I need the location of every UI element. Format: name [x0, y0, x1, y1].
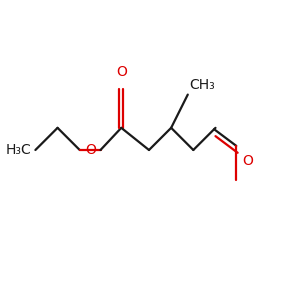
Text: CH₃: CH₃ [189, 78, 215, 92]
Text: O: O [85, 143, 96, 157]
Text: O: O [242, 154, 253, 168]
Text: H₃C: H₃C [5, 143, 31, 157]
Text: O: O [116, 65, 127, 79]
